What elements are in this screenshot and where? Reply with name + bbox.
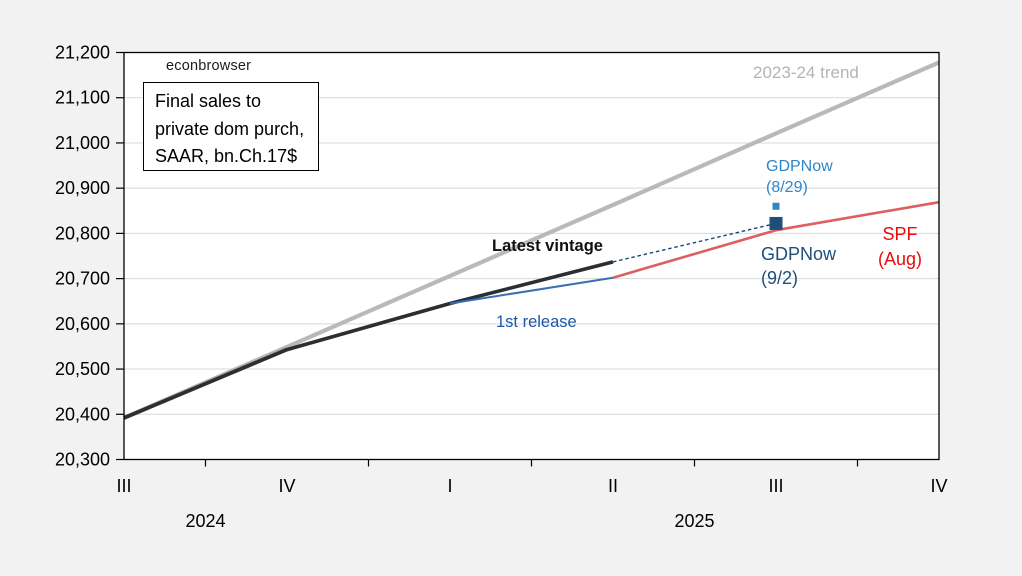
y-tick-label: 20,900 — [55, 178, 110, 198]
x-year-label: 2024 — [185, 511, 225, 531]
watermark: econbrowser — [166, 58, 252, 74]
trend-line-label: 2023-24 trend — [753, 63, 859, 82]
spf-label: SPF — [882, 224, 917, 244]
gdpnow-92-label: GDPNow — [761, 244, 837, 264]
note-box-line: SAAR, bn.Ch.17$ — [155, 146, 298, 166]
y-tick-label: 21,200 — [55, 43, 110, 63]
y-tick-label: 20,700 — [55, 269, 110, 289]
note-box-line: private dom purch, — [155, 118, 305, 139]
gdpnow-829-label: (8/29) — [766, 179, 808, 196]
y-tick-label: 20,400 — [55, 404, 110, 424]
series-line-spf-aug- — [612, 200, 940, 279]
x-tick-label: III — [768, 476, 783, 496]
y-tick-label: 20,800 — [55, 223, 110, 243]
note-box: Final sales to private dom purch, SAAR, … — [143, 82, 319, 171]
x-tick-label: II — [608, 476, 618, 496]
y-tick-label: 20,600 — [55, 314, 110, 334]
y-tick-label: 21,000 — [55, 133, 110, 153]
series-line-gdpnow-connector — [612, 222, 777, 263]
x-tick-label: IV — [930, 476, 947, 496]
x-tick-label: I — [447, 476, 452, 496]
series-line-1st-release — [449, 276, 614, 305]
x-tick-label: IV — [278, 476, 295, 496]
gdpnow-92-label: (9/2) — [761, 268, 798, 288]
y-tick-label: 20,500 — [55, 359, 110, 379]
marker-gdpnow-8-29- — [772, 202, 780, 210]
gdpnow-829-label: GDPNow — [766, 158, 833, 175]
x-tick-label: III — [116, 476, 131, 496]
y-tick-label: 20,300 — [55, 450, 110, 470]
x-year-label: 2025 — [674, 511, 714, 531]
latest-vintage-label: Latest vintage — [492, 237, 603, 255]
spf-label: (Aug) — [878, 249, 922, 269]
marker-gdpnow-9-2- — [769, 216, 783, 230]
first-release-label: 1st release — [496, 313, 577, 331]
series-line-latest-vintage — [123, 260, 614, 420]
y-tick-label: 21,100 — [55, 88, 110, 108]
note-box-line: Final sales to — [155, 91, 262, 111]
